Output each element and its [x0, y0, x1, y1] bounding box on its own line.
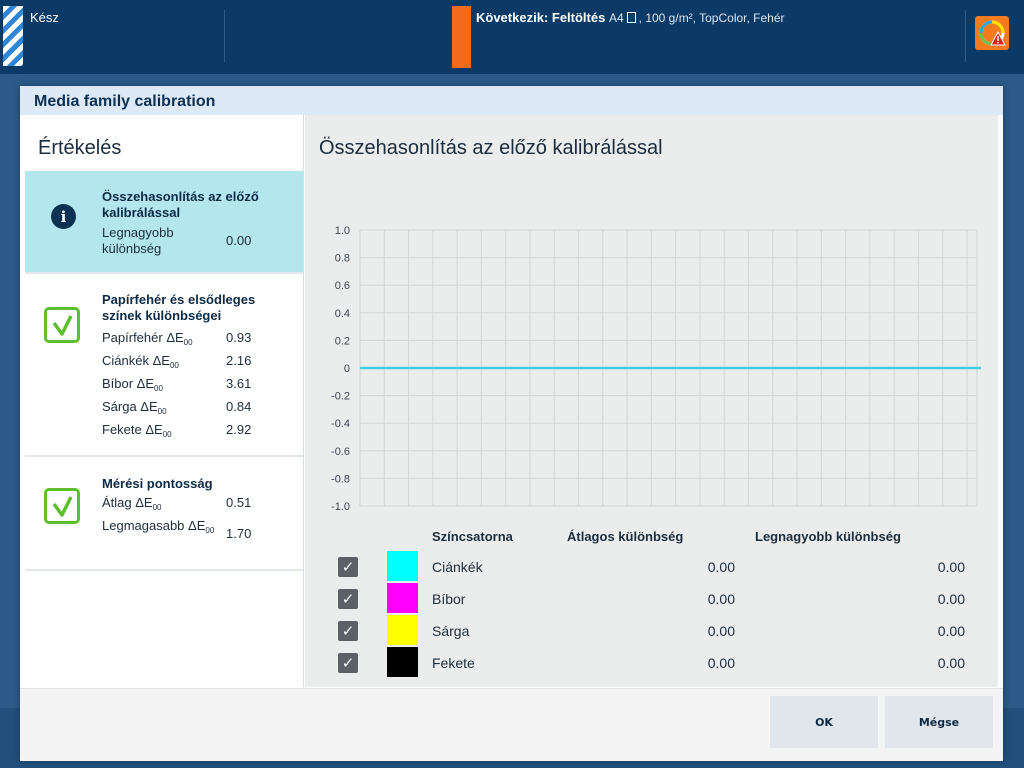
y-tick-label: 0.8: [335, 253, 350, 265]
magenta-value: 3.61: [226, 376, 252, 391]
cancel-button[interactable]: Mégse: [885, 696, 993, 748]
black-value: 2.92: [226, 422, 252, 437]
checkmark-icon: [44, 307, 80, 343]
largest-difference-label: Legnagyobb különbség: [102, 225, 174, 256]
primary-colors-title: Papírfehér és elsődleges színek különbsé…: [102, 292, 256, 323]
paper-meta: , 100 g/m², TopColor, Fehér: [638, 11, 785, 25]
table-row: ✓ Fekete 0.00 0.00: [305, 647, 998, 679]
status-divider-right: [965, 10, 966, 62]
table-row: ✓ Sárga 0.00 0.00: [305, 615, 998, 647]
top-status-bar: Kész Következik: Feltöltés A4 , 100 g/m²,…: [0, 0, 1024, 74]
paper-white-value: 0.93: [226, 330, 252, 345]
color-warning-icon[interactable]: [975, 16, 1009, 50]
black-checkbox[interactable]: ✓: [338, 653, 358, 673]
channel-max: 0.00: [937, 623, 965, 639]
max-column-header: Legnagyobb különbség: [755, 529, 901, 544]
comparison-panel: Összehasonlítás az előző kalibrálással 1…: [305, 115, 998, 687]
comparison-card-title: Összehasonlítás az előző kalibrálással: [102, 189, 259, 220]
printer-status-label: Kész: [30, 10, 59, 25]
primary-colors-card[interactable]: Papírfehér és elsődleges színek különbsé…: [25, 274, 303, 457]
y-tick-label: 0.2: [335, 335, 350, 347]
channel-column-header: Színcsatorna: [432, 529, 513, 544]
next-job-prefix: Következik:: [476, 10, 549, 25]
y-tick-label: 1.0: [335, 225, 350, 237]
channel-max: 0.00: [937, 655, 965, 671]
info-icon: i: [51, 204, 76, 229]
channel-average: 0.00: [707, 655, 735, 671]
magenta-checkbox[interactable]: ✓: [338, 589, 358, 609]
y-tick-label: -1.0: [331, 501, 350, 513]
channel-name: Ciánkék: [432, 559, 483, 575]
difference-chart: 1.00.80.60.40.20-0.2-0.4-0.6-0.8-1.00102…: [331, 225, 981, 515]
y-tick-label: 0: [344, 363, 350, 375]
highest-delta-value: 1.70: [226, 526, 252, 541]
paper-size: A4: [608, 11, 624, 25]
comparison-heading: Összehasonlítás az előző kalibrálással: [319, 137, 663, 159]
cyan-value: 2.16: [226, 353, 252, 368]
channel-name: Sárga: [432, 623, 470, 639]
channel-name: Bíbor: [432, 591, 466, 607]
dialog-footer: OK Mégse: [20, 688, 1003, 761]
yellow-label: Sárga ΔE00: [102, 399, 167, 416]
table-row: ✓ Bíbor 0.00 0.00: [305, 583, 998, 615]
paper-white-label: Papírfehér ΔE00: [102, 330, 193, 347]
measurement-accuracy-card[interactable]: Mérési pontosság Átlag ΔE00 0.51 Legmaga…: [25, 457, 303, 571]
cyan-checkbox[interactable]: ✓: [338, 557, 358, 577]
channel-average: 0.00: [707, 591, 735, 607]
channel-max: 0.00: [937, 591, 965, 607]
dialog-header: Media family calibration: [20, 86, 1003, 115]
channel-max: 0.00: [937, 559, 965, 575]
cyan-label: Ciánkék ΔE00: [102, 353, 179, 370]
magenta-label: Bíbor ΔE00: [102, 376, 163, 393]
yellow-value: 0.84: [226, 399, 252, 414]
next-job-name: Feltöltés: [551, 10, 606, 25]
black-label: Fekete ΔE00: [102, 422, 172, 439]
yellow-swatch: [387, 615, 418, 645]
average-delta-label: Átlag ΔE00: [102, 495, 162, 512]
next-job-indicator: [452, 6, 471, 68]
y-tick-label: 0.6: [335, 280, 350, 292]
comparison-card[interactable]: i Összehasonlítás az előző kalibrálással…: [25, 171, 303, 274]
next-job-info[interactable]: Következik: Feltöltés A4 , 100 g/m², TopC…: [476, 10, 785, 25]
y-tick-label: -0.8: [331, 473, 350, 485]
largest-difference-value: 0.00: [226, 233, 252, 248]
evaluation-panel: Értékelés i Összehasonlítás az előző kal…: [25, 115, 304, 687]
average-column-header: Átlagos különbség: [567, 529, 684, 544]
channel-average: 0.00: [707, 623, 735, 639]
document-icon: [626, 12, 636, 23]
channel-name: Fekete: [432, 655, 475, 671]
black-swatch: [387, 647, 418, 677]
yellow-checkbox[interactable]: ✓: [338, 621, 358, 641]
cyan-swatch: [387, 551, 418, 581]
magenta-swatch: [387, 583, 418, 613]
status-divider: [224, 10, 225, 62]
checkmark-icon: [44, 488, 80, 524]
channel-average: 0.00: [707, 559, 735, 575]
highest-delta-label: Legmagasabb ΔE00: [102, 518, 215, 535]
y-tick-label: 0.4: [335, 308, 350, 320]
table-row: ✓ Ciánkék 0.00 0.00: [305, 551, 998, 583]
printer-status-icon[interactable]: [3, 6, 23, 66]
ok-button[interactable]: OK: [770, 696, 878, 748]
measurement-accuracy-title: Mérési pontosság: [102, 476, 213, 491]
dialog-title: Media family calibration: [34, 93, 216, 110]
y-tick-label: -0.6: [331, 446, 350, 458]
y-tick-label: -0.2: [331, 391, 350, 403]
evaluation-heading: Értékelés: [38, 137, 122, 159]
y-tick-label: -0.4: [331, 418, 350, 430]
calibration-dialog: Media family calibration Értékelés i Öss…: [20, 86, 1003, 761]
average-delta-value: 0.51: [226, 495, 252, 510]
